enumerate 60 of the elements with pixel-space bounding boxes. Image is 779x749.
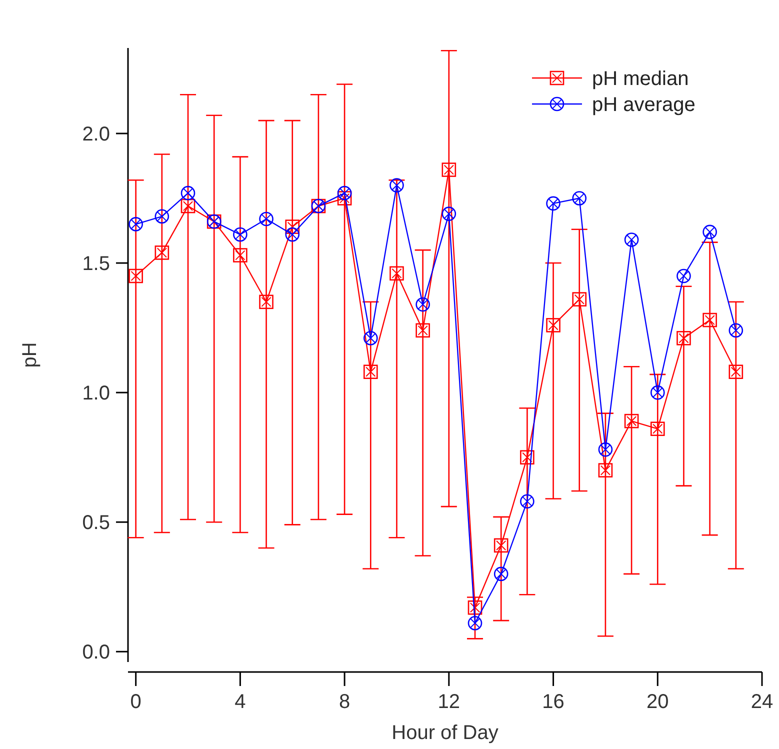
point bbox=[416, 297, 430, 312]
x-tick-label: 0 bbox=[130, 691, 142, 713]
x-tick-label: 12 bbox=[438, 691, 460, 713]
point bbox=[363, 364, 378, 379]
point bbox=[572, 191, 587, 206]
point bbox=[728, 364, 744, 379]
y-tick-label: 1.0 bbox=[82, 382, 110, 405]
point bbox=[650, 385, 665, 400]
point bbox=[363, 331, 378, 346]
point bbox=[468, 600, 482, 615]
point bbox=[546, 318, 560, 332]
x-tick-label: 20 bbox=[646, 691, 669, 713]
point bbox=[702, 224, 717, 240]
point bbox=[468, 616, 482, 630]
point bbox=[285, 227, 300, 242]
point bbox=[494, 538, 508, 553]
point bbox=[128, 268, 143, 284]
point bbox=[702, 312, 717, 328]
x-tick-label: 4 bbox=[234, 691, 246, 713]
x-axis-title: Hour of Day bbox=[392, 722, 498, 744]
point bbox=[598, 442, 613, 457]
point bbox=[416, 323, 430, 338]
x-tick-label: 16 bbox=[542, 691, 564, 713]
point bbox=[180, 186, 196, 200]
point bbox=[624, 232, 639, 247]
point bbox=[259, 294, 274, 310]
point bbox=[128, 217, 143, 232]
y-tick-label: 2.0 bbox=[82, 123, 110, 146]
point bbox=[233, 227, 248, 242]
legend-label: pH average bbox=[592, 94, 696, 116]
point bbox=[233, 248, 248, 262]
point bbox=[442, 162, 456, 177]
point bbox=[546, 196, 560, 211]
point bbox=[259, 212, 274, 226]
point bbox=[520, 450, 534, 464]
point bbox=[650, 422, 665, 436]
point bbox=[337, 186, 352, 200]
point bbox=[676, 331, 691, 346]
y-axis-title: pH bbox=[19, 342, 41, 368]
point bbox=[180, 198, 196, 214]
point bbox=[624, 414, 639, 428]
x-tick-label: 24 bbox=[750, 691, 774, 713]
x-tick-label: 8 bbox=[338, 691, 350, 713]
point bbox=[494, 566, 508, 582]
point bbox=[598, 463, 613, 478]
point bbox=[676, 268, 691, 284]
point bbox=[285, 220, 300, 234]
legend-label: pH median bbox=[592, 68, 689, 90]
y-tick-label: 1.5 bbox=[82, 253, 110, 276]
point bbox=[390, 178, 404, 192]
y-tick-label: 0.5 bbox=[82, 512, 110, 534]
point bbox=[154, 246, 170, 260]
point bbox=[520, 494, 534, 509]
point bbox=[728, 323, 744, 338]
point bbox=[154, 209, 170, 224]
point bbox=[390, 266, 404, 281]
point bbox=[442, 206, 456, 221]
point bbox=[572, 292, 587, 306]
y-tick-label: 0.0 bbox=[82, 642, 110, 664]
point bbox=[337, 191, 352, 206]
